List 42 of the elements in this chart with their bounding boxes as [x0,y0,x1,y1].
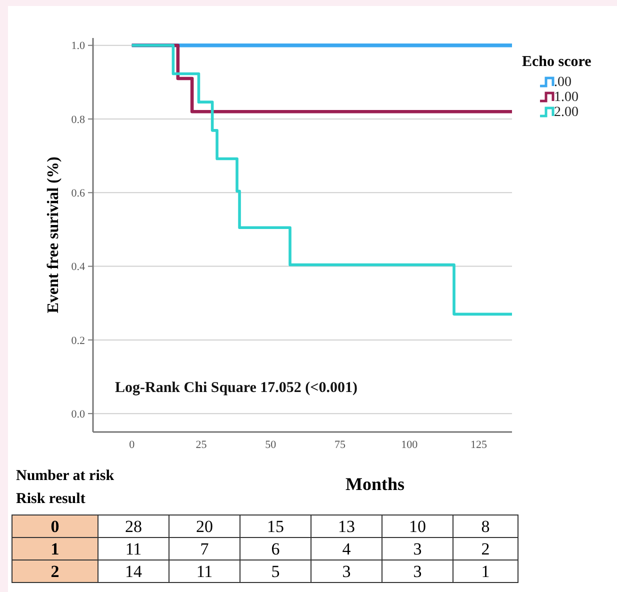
legend-label: .00 [554,75,572,90]
annotation: Log-Rank Chi Square 17.052 (<0.001) [115,380,358,396]
text: 28 [125,517,142,536]
text: 7 [200,540,210,559]
text: 0 [50,517,60,536]
text: 2 [50,562,60,582]
text: 10 [409,517,426,536]
y-tick-label: 0.8 [71,114,86,126]
x-tick-label: 100 [401,439,418,451]
text: 5 [271,562,280,582]
x-tick-label: 25 [196,439,208,451]
legend-label: 1.00 [554,90,578,105]
text: 11 [196,562,213,582]
text: 3 [413,540,422,559]
x-axis-title: Months [345,474,405,494]
y-tick-label: 0.4 [71,261,86,274]
legend-title: Echo score [522,54,592,70]
x-tick-label: 125 [470,439,488,451]
text: 8 [481,517,490,536]
text: 1 [481,562,490,582]
y-tick-label: 1.0 [71,40,86,52]
text: 11 [125,540,142,559]
text: 14 [125,562,142,582]
legend-label: 2.00 [554,105,578,120]
text: 6 [271,540,280,559]
y-tick-label: 0.2 [71,334,85,347]
text: 3 [413,562,422,582]
x-tick-label: 50 [265,439,277,451]
text: 20 [196,517,213,536]
x-tick-label: 75 [334,439,346,451]
y-tick-label: 0.6 [71,188,86,200]
text: Number at risk [16,468,115,484]
text: Risk result [16,491,86,507]
text: 4 [342,540,352,559]
text: 1 [50,540,60,559]
text: 2 [481,540,490,559]
y-tick-label: 0.0 [71,408,86,420]
text: 15 [267,517,284,536]
y-axis-title: Event free surivial (%) [45,156,62,314]
text: 13 [338,517,355,536]
text: 3 [342,562,351,582]
x-tick-label: 0 [129,439,136,451]
